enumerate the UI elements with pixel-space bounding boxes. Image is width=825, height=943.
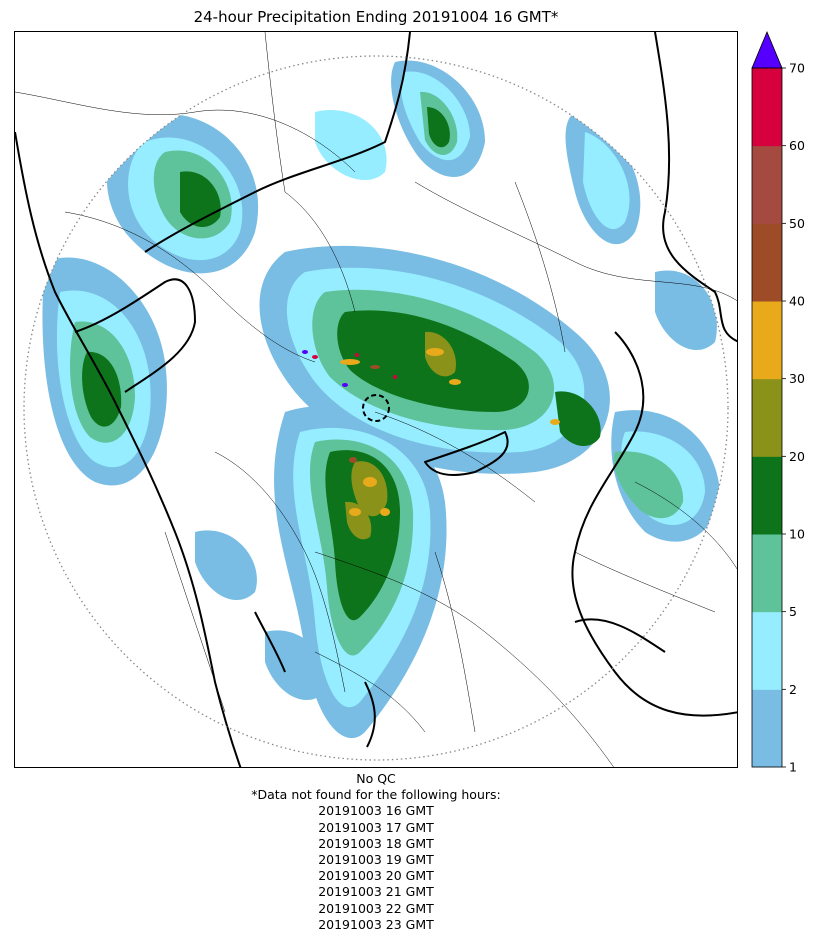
- colorbar-tick-label: 20: [789, 449, 805, 464]
- colorbar-tick-label: 50: [789, 216, 805, 231]
- radar-range-ring: [23, 55, 729, 761]
- missing-hour: 20191003 16 GMT: [318, 803, 434, 819]
- radar-site-marker: [362, 394, 390, 422]
- missing-hour: 20191003 17 GMT: [318, 819, 434, 835]
- colorbar-segment: [752, 223, 782, 302]
- colorbar-tick-label: 10: [789, 527, 805, 542]
- colorbar-segment: [752, 145, 782, 224]
- precip-band-30-40: [340, 348, 560, 516]
- colorbar-extend-arrow: [751, 30, 783, 69]
- district-boundaries: [15, 32, 737, 767]
- colorbar-tick-label: 1: [789, 760, 797, 775]
- missing-hour: 20191003 22 GMT: [318, 900, 434, 916]
- missing-data-header: *Data not found for the following hours:: [251, 787, 501, 803]
- colorbar-segment: [752, 68, 782, 147]
- plot-title: 24-hour Precipitation Ending 20191004 16…: [193, 8, 559, 26]
- missing-hour: 20191003 20 GMT: [318, 868, 434, 884]
- colorbar-outline: [751, 67, 783, 768]
- colorbar-segments: [752, 68, 782, 768]
- colorbar-segment: [752, 378, 782, 457]
- precip-band-40-50: [349, 365, 380, 463]
- colorbar-segment: [752, 689, 782, 768]
- map-canvas: [15, 32, 737, 767]
- colorbar-segment: [752, 456, 782, 535]
- colorbar-segment: [752, 301, 782, 380]
- colorbar: 1 2 5 10 20 30 40 50 60 70: [751, 30, 805, 775]
- colorbar-tick-label: 5: [789, 604, 797, 619]
- precip-band-high: [302, 350, 397, 387]
- colorbar-tick-label: 70: [789, 61, 805, 76]
- colorbar-segment: [752, 611, 782, 690]
- colorbar-segment: [752, 534, 782, 613]
- missing-hour: 20191003 19 GMT: [318, 852, 434, 868]
- colorbar-tick-label: 2: [789, 682, 797, 697]
- precipitation-field: [42, 60, 720, 739]
- colorbar-tick-label: 40: [789, 294, 805, 309]
- missing-hour: 20191003 21 GMT: [318, 884, 434, 900]
- radar-map[interactable]: [14, 31, 738, 768]
- colorbar-ticks: 1 2 5 10 20 30 40 50 60 70: [782, 61, 805, 775]
- qc-note: No QC: [356, 771, 396, 786]
- missing-hour: 20191003 23 GMT: [318, 916, 434, 932]
- footer-notes: No QC *Data not found for the following …: [0, 771, 752, 933]
- state-boundaries: [15, 32, 737, 767]
- missing-hour: 20191003 18 GMT: [318, 835, 434, 851]
- colorbar-tick-label: 30: [789, 371, 805, 386]
- colorbar-tick-label: 60: [789, 138, 805, 153]
